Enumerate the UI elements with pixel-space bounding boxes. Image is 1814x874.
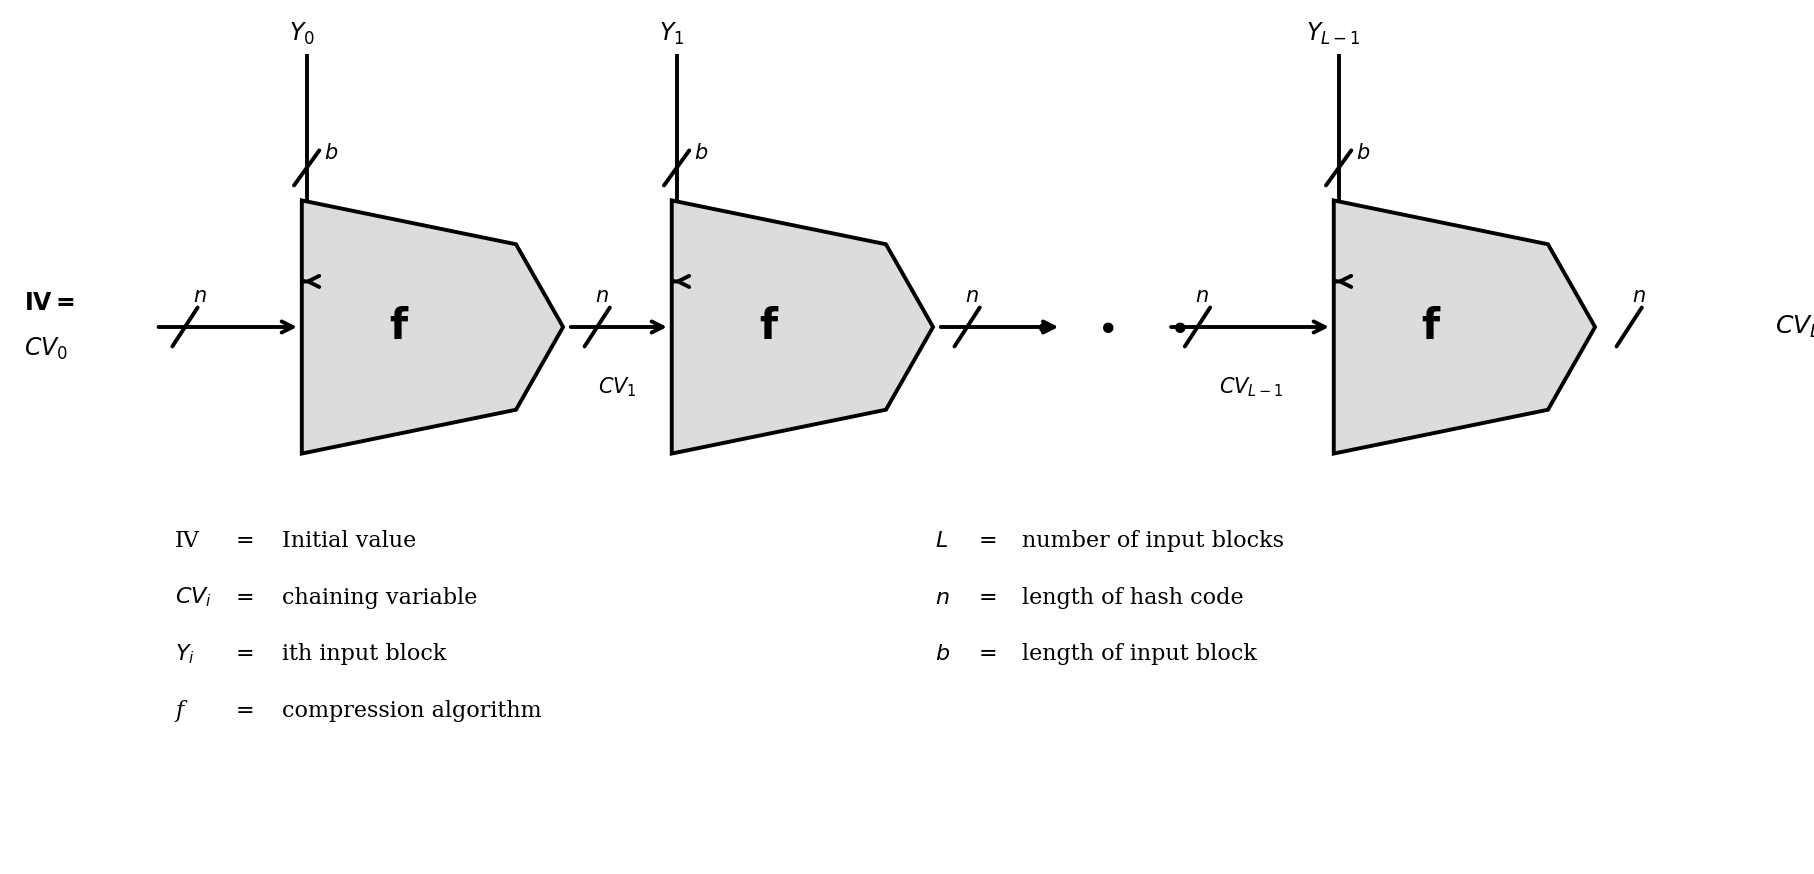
Text: $Y_0$: $Y_0$	[288, 20, 316, 46]
Text: $CV_{L-1}$: $CV_{L-1}$	[1219, 376, 1284, 399]
Text: $\mathbf{IV =}$: $\mathbf{IV =}$	[24, 291, 74, 315]
Text: =: =	[236, 643, 254, 665]
Text: $\mathbf{f}$: $\mathbf{f}$	[388, 306, 410, 348]
Text: $b$: $b$	[1357, 143, 1370, 163]
Text: $CV_i$: $CV_i$	[176, 586, 212, 609]
Text: length of hash code: length of hash code	[1023, 586, 1244, 608]
Text: $CV_1$: $CV_1$	[599, 376, 637, 399]
Text: =: =	[980, 586, 998, 608]
Text: =: =	[236, 699, 254, 722]
Text: $n$: $n$	[934, 586, 949, 608]
Text: $b$: $b$	[934, 643, 951, 665]
Text: $n$: $n$	[1633, 287, 1645, 306]
Text: $b$: $b$	[325, 143, 339, 163]
Text: $Y_i$: $Y_i$	[176, 642, 196, 666]
Text: $\mathbf{f}$: $\mathbf{f}$	[1420, 306, 1442, 348]
Text: $\mathbf{f}$: $\mathbf{f}$	[758, 306, 780, 348]
Text: compression algorithm: compression algorithm	[283, 699, 542, 722]
Text: IV: IV	[176, 531, 200, 552]
Polygon shape	[671, 200, 932, 454]
Polygon shape	[1333, 200, 1595, 454]
Text: $n$: $n$	[1195, 287, 1210, 306]
Text: =: =	[236, 586, 254, 608]
Polygon shape	[301, 200, 562, 454]
Text: ith input block: ith input block	[283, 643, 446, 665]
Text: $CV_0$: $CV_0$	[24, 336, 69, 362]
Text: =: =	[980, 531, 998, 552]
Text: $n$: $n$	[965, 287, 980, 306]
Text: length of input block: length of input block	[1023, 643, 1257, 665]
Text: $b$: $b$	[695, 143, 709, 163]
Text: $n$: $n$	[595, 287, 610, 306]
Text: =: =	[236, 531, 254, 552]
Text: f: f	[176, 699, 183, 722]
Text: $Y_1$: $Y_1$	[658, 20, 684, 46]
Text: $\bullet\quad\bullet\quad\bullet$: $\bullet\quad\bullet\quad\bullet$	[1032, 310, 1188, 344]
Text: $CV_L$: $CV_L$	[1776, 314, 1814, 340]
Text: chaining variable: chaining variable	[283, 586, 477, 608]
Text: $L$: $L$	[934, 531, 947, 552]
Text: Initial value: Initial value	[283, 531, 417, 552]
Text: $Y_{L-1}$: $Y_{L-1}$	[1306, 20, 1360, 46]
Text: number of input blocks: number of input blocks	[1023, 531, 1284, 552]
Text: $n$: $n$	[192, 287, 207, 306]
Text: =: =	[980, 643, 998, 665]
